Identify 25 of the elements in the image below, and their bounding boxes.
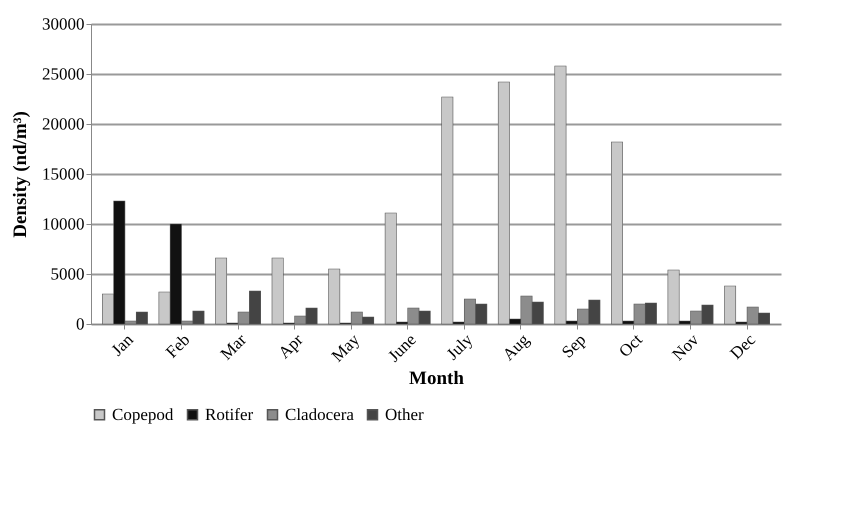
y-tick-label: 15000 <box>42 164 84 184</box>
x-tick-label: Mar <box>216 330 250 364</box>
x-tick-label: May <box>328 330 364 366</box>
x-axis-title: Month <box>409 368 464 389</box>
x-tick-label: June <box>384 330 420 366</box>
x-tick-label: Jan <box>107 330 138 360</box>
y-tick-label: 20000 <box>42 114 84 134</box>
y-tick-label: 25000 <box>42 64 84 84</box>
legend-label: Rotifer <box>205 404 254 424</box>
x-tick-label: Sep <box>558 330 590 362</box>
y-tick-label: 5000 <box>50 264 84 284</box>
y-tick-label: 10000 <box>42 214 84 234</box>
x-tick-label: Oct <box>615 330 646 361</box>
y-tick-label: 30000 <box>42 14 84 34</box>
x-tick-label: Aug <box>498 330 534 364</box>
x-tick-label: July <box>442 330 477 364</box>
y-axis-title: Density (nd/m³) <box>10 111 31 238</box>
x-tick-label: Feb <box>162 330 194 362</box>
legend-label: Copepod <box>112 404 174 424</box>
y-tick-label: 0 <box>76 314 84 334</box>
x-tick-label: Dec <box>726 330 760 363</box>
legend-label: Cladocera <box>285 404 354 424</box>
x-tick-label: Nov <box>668 330 703 364</box>
legend-label: Other <box>385 404 424 424</box>
x-tick-label: Apr <box>274 330 307 362</box>
